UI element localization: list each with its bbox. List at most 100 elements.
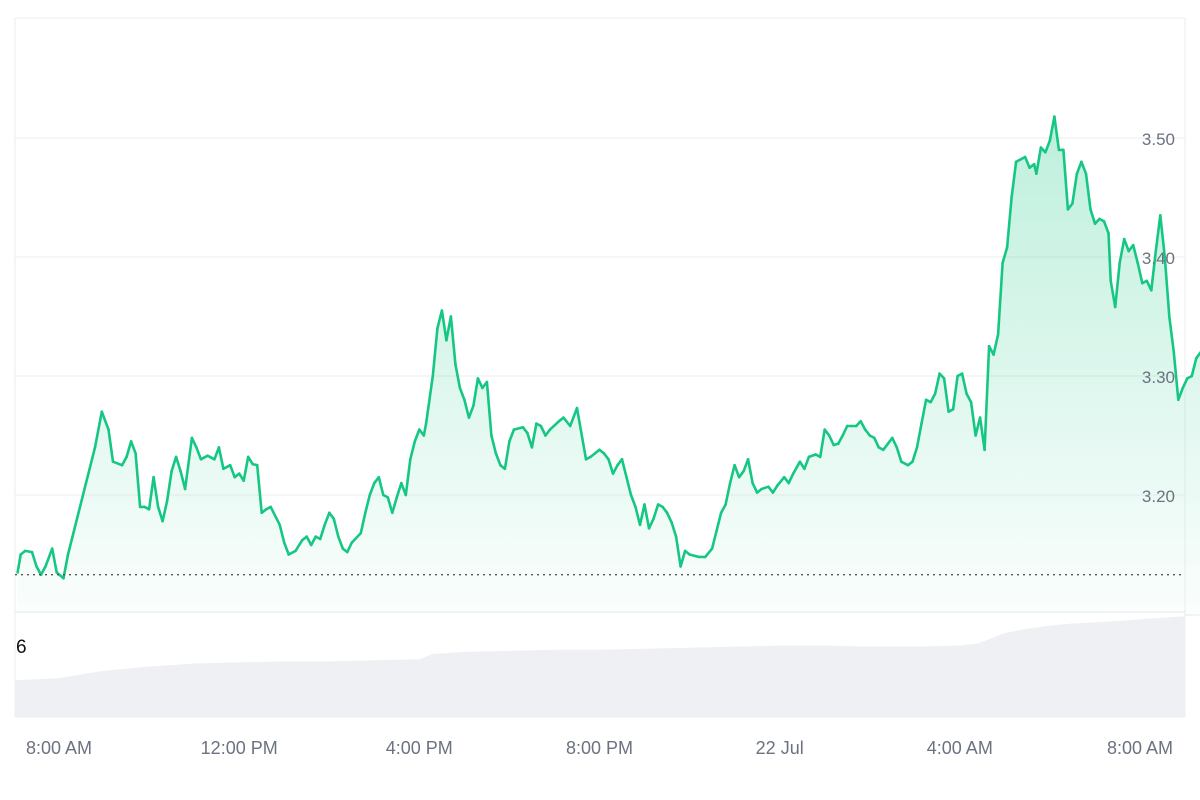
- price-line-segment: [1154, 214, 1162, 253]
- price-line-segment: [688, 553, 700, 559]
- price-line-segment: [305, 535, 313, 547]
- price-line-segment: [1168, 315, 1176, 354]
- price-line-segment: [345, 541, 354, 554]
- x-tick-label: 8:00 AM: [26, 738, 92, 758]
- price-line-segment: [969, 400, 977, 437]
- price-line-segment: [575, 406, 588, 461]
- price-area-fill: [17, 116, 1200, 612]
- price-line-segment: [111, 460, 124, 467]
- price-line-segment: [485, 380, 493, 437]
- price-line-segment: [992, 333, 1000, 356]
- price-line-segment: [643, 503, 651, 530]
- price-line-segment: [1107, 231, 1112, 283]
- price-line-segment: [125, 440, 133, 459]
- price-line-segment: [670, 521, 678, 538]
- price-line-segment: [841, 424, 849, 437]
- price-line-segment: [120, 455, 128, 467]
- price-line-segment: [1136, 261, 1144, 285]
- price-line-segment: [539, 424, 547, 437]
- price-line-segment: [350, 531, 363, 544]
- price-line-segment: [84, 446, 97, 485]
- price-line-segment: [318, 523, 327, 541]
- price-line-segment: [1053, 115, 1061, 152]
- x-tick-label: 8:00 PM: [566, 738, 633, 758]
- price-line-segment: [915, 422, 923, 449]
- price-line-segment: [278, 523, 286, 544]
- price-line-segment: [872, 436, 881, 449]
- price-line-segment: [791, 460, 802, 475]
- price-line-segment: [1131, 243, 1139, 265]
- price-line-segment: [629, 493, 637, 509]
- price-area: [16, 115, 1200, 612]
- price-line-segment: [359, 511, 367, 535]
- price-line-segment: [951, 374, 959, 411]
- price-line-segment: [1071, 172, 1079, 205]
- price-line-segment: [787, 472, 795, 485]
- price-line-segment: [408, 440, 417, 461]
- price-line-segment: [1122, 237, 1130, 253]
- price-line-segment: [965, 392, 973, 404]
- price-line-segment: [1102, 220, 1110, 235]
- x-tick-label: 4:00 PM: [386, 738, 453, 758]
- price-line-segment: [152, 475, 160, 509]
- price-line-segment: [195, 446, 203, 461]
- price-line-segment: [246, 455, 254, 466]
- price-line-segment: [282, 541, 291, 556]
- price-line-segment: [255, 463, 264, 515]
- price-line-segment: [1023, 155, 1031, 169]
- price-line-segment: [771, 484, 779, 494]
- price-line-segment: [508, 428, 516, 443]
- price-line-segment: [242, 455, 250, 483]
- x-tick-label: 4:00 AM: [927, 738, 993, 758]
- price-line-segment: [93, 410, 104, 449]
- price-line-segment: [161, 499, 169, 523]
- x-tick-label: 8:00 AM: [1107, 738, 1173, 758]
- y-tick-label: 3.30: [1142, 368, 1175, 387]
- price-line-segment: [503, 440, 511, 471]
- price-line-segment: [1177, 386, 1185, 402]
- price-line-segment: [728, 463, 736, 485]
- price-line-segment: [449, 315, 457, 366]
- price-line-segment: [638, 503, 646, 527]
- price-line-segment: [983, 344, 991, 452]
- price-line-segment: [35, 565, 43, 577]
- price-line-segment: [960, 372, 968, 396]
- price-line-segment: [1190, 356, 1198, 378]
- price-line-segment: [818, 428, 827, 459]
- price-line-segment: [107, 428, 115, 464]
- y-axis: 3.20 3.30 3.40 3.50: [1142, 130, 1175, 506]
- price-line-segment: [134, 452, 142, 509]
- price-line-segment: [776, 475, 786, 487]
- price-line-segment: [39, 565, 47, 577]
- price-line-segment: [652, 503, 660, 521]
- price-line-segment: [911, 446, 919, 464]
- price-line-segment: [674, 535, 682, 568]
- y-tick-label: 3.40: [1142, 249, 1175, 268]
- price-line-segment: [440, 309, 448, 342]
- price-line-segment: [1084, 172, 1092, 211]
- volume-axis-label: 6: [16, 637, 27, 658]
- price-line-segment: [174, 455, 182, 473]
- price-line-segment: [294, 538, 304, 553]
- price-line-segment: [703, 547, 714, 559]
- price-line-segment: [100, 410, 110, 431]
- price-line-segment: [386, 496, 394, 515]
- price-line-segment: [431, 327, 439, 378]
- price-line-segment: [634, 505, 642, 527]
- price-line-segment: [395, 481, 403, 499]
- price-line-segment: [530, 422, 538, 449]
- price-line-segment: [390, 496, 399, 515]
- price-line-segment: [183, 436, 194, 491]
- price-line-segment: [129, 440, 137, 455]
- price-line-segment: [476, 377, 484, 390]
- price-line-segment: [548, 419, 561, 431]
- price-line-segment: [890, 436, 899, 449]
- price-line-segment: [836, 434, 845, 446]
- price-line-segment: [665, 511, 673, 524]
- price-line-segment: [368, 481, 376, 497]
- price-line-segment: [30, 550, 38, 568]
- price-line-segment: [625, 475, 633, 497]
- price-line-segment: [1014, 155, 1027, 164]
- y-tick-label: 3.50: [1142, 130, 1175, 149]
